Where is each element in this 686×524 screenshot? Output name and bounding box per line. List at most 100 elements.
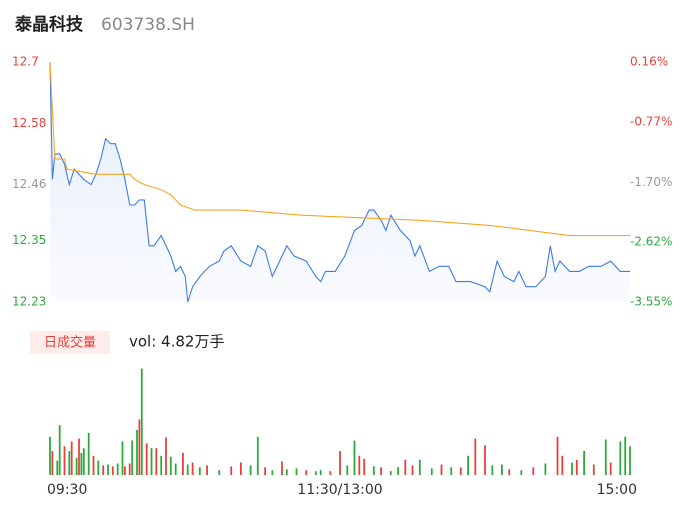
volume-bar bbox=[68, 451, 71, 475]
volume-bar bbox=[508, 469, 511, 476]
y2-tick-label: 0.16% bbox=[630, 55, 668, 69]
volume-bar bbox=[281, 461, 283, 475]
volume-bar bbox=[629, 446, 631, 476]
volume-bar bbox=[136, 430, 138, 475]
y2-tick-label: -0.77% bbox=[630, 115, 672, 129]
volume-bar bbox=[440, 464, 443, 475]
volume-bar bbox=[556, 436, 559, 475]
volume-bar bbox=[256, 436, 259, 475]
volume-bar bbox=[97, 460, 100, 475]
volume-tab-bg[interactable] bbox=[30, 331, 110, 354]
price-area bbox=[50, 62, 630, 302]
volume-bar bbox=[82, 448, 85, 475]
volume-bar bbox=[583, 451, 585, 475]
y-tick-label: 12.23 bbox=[12, 295, 46, 309]
volume-bar bbox=[102, 465, 105, 475]
volume-bar bbox=[155, 448, 158, 475]
volume-bar bbox=[604, 439, 607, 475]
volume-bar bbox=[107, 464, 109, 475]
plot: 12.23 12.35 12.46 12.58 12.7 -3.55% -2.62% -1.7… bbox=[12, 55, 672, 499]
volume-bar bbox=[140, 368, 143, 475]
volume-bar bbox=[389, 471, 392, 475]
volume-bar bbox=[575, 459, 578, 475]
volume-bar bbox=[92, 455, 95, 475]
volume-bar bbox=[78, 438, 80, 475]
volume-bar bbox=[145, 443, 148, 475]
volume-bar bbox=[305, 470, 308, 475]
stock-name: 泰晶科技 bbox=[15, 14, 84, 35]
volume-bar bbox=[124, 466, 126, 475]
volume-bar bbox=[467, 455, 469, 475]
volume-bar bbox=[609, 462, 612, 475]
volume-bar bbox=[353, 440, 356, 475]
volume-bar bbox=[474, 438, 477, 475]
volume-bar bbox=[285, 469, 288, 476]
volume-bar bbox=[561, 455, 564, 475]
volume-bar bbox=[56, 460, 59, 475]
y-tick-label: 12.35 bbox=[12, 233, 46, 247]
volume-bar bbox=[295, 468, 298, 475]
volume-bar bbox=[186, 464, 189, 475]
volume-bar bbox=[363, 458, 366, 475]
volume-bar bbox=[218, 470, 221, 475]
volume-bar bbox=[169, 456, 172, 475]
volume-bar bbox=[411, 465, 414, 475]
volume-bar bbox=[319, 470, 322, 475]
volume-bar bbox=[63, 446, 66, 476]
volume-bar bbox=[70, 441, 73, 475]
volume-bar bbox=[240, 462, 242, 475]
volume-tab[interactable]: 日成交量 bbox=[44, 335, 96, 351]
volume-bar bbox=[571, 462, 573, 475]
y2-tick-label: -2.62% bbox=[630, 234, 672, 248]
volume-bar bbox=[58, 425, 61, 475]
volume-bar bbox=[346, 465, 349, 475]
volume-bar bbox=[128, 463, 131, 475]
volume-bar bbox=[87, 432, 90, 475]
volume-label: vol: 4.82万手 bbox=[129, 333, 224, 351]
volume-bar bbox=[206, 465, 208, 475]
volume-bar bbox=[198, 467, 201, 475]
volume-bar bbox=[191, 462, 194, 475]
y-tick-label: 12.7 bbox=[12, 55, 39, 69]
volume-bar bbox=[80, 453, 83, 475]
volume-bar bbox=[249, 465, 252, 475]
volume-bar bbox=[532, 467, 535, 475]
volume-bar bbox=[51, 451, 54, 475]
x-tick-label: 09:30 bbox=[47, 482, 87, 498]
volume-bar bbox=[491, 465, 494, 475]
volume-bar bbox=[358, 455, 361, 475]
volume-bar bbox=[619, 441, 622, 475]
volume-bar bbox=[131, 440, 134, 475]
volume-bar bbox=[150, 448, 153, 475]
volume-bar bbox=[329, 471, 332, 475]
volume-bar bbox=[165, 437, 167, 475]
price-line bbox=[49, 61, 630, 303]
volume-bar bbox=[111, 466, 114, 475]
volume-bar bbox=[484, 445, 486, 475]
y-tick-label: 12.46 bbox=[12, 177, 46, 191]
stock-code: 603738.SH bbox=[101, 15, 195, 35]
volume-bar bbox=[397, 467, 399, 475]
volume-bar bbox=[624, 436, 627, 475]
y2-tick-label: -1.70% bbox=[630, 175, 672, 189]
volume-bar bbox=[520, 470, 523, 475]
y-tick-label: 12.58 bbox=[12, 116, 46, 130]
volume-bar bbox=[404, 459, 407, 475]
volume-bar bbox=[182, 453, 184, 475]
volume-bar bbox=[459, 467, 462, 475]
volume-bar bbox=[314, 471, 317, 475]
volume-bar bbox=[271, 470, 274, 475]
volume-bar bbox=[372, 466, 375, 475]
volume-bar bbox=[75, 457, 78, 476]
volume-bar bbox=[501, 464, 503, 475]
volume-bar bbox=[380, 467, 382, 475]
volume-bar bbox=[116, 463, 119, 475]
y2-tick-label: -3.55% bbox=[630, 295, 672, 309]
average-line bbox=[49, 61, 630, 237]
volume-bar bbox=[450, 467, 453, 475]
volume-bar bbox=[264, 467, 266, 475]
volume-bar bbox=[418, 459, 421, 475]
volume-bar bbox=[174, 463, 177, 475]
volume-bar bbox=[230, 466, 233, 475]
